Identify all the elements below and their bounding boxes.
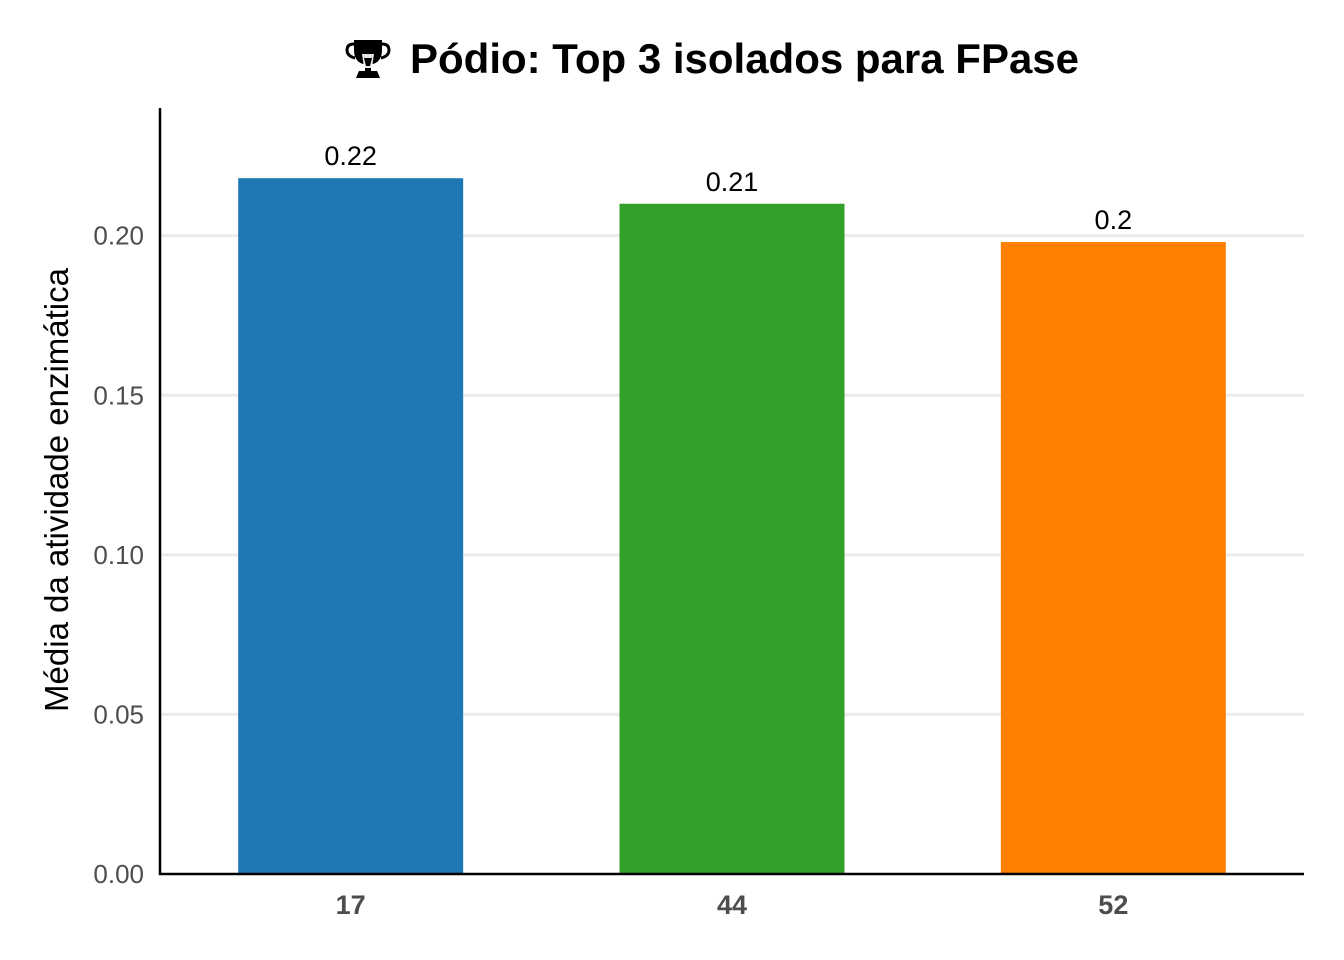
data-label-44: 0.21 [706,167,759,197]
bar-17 [238,178,464,874]
data-label-52: 0.2 [1095,205,1133,235]
bar-44 [619,203,845,874]
trophy-icon [345,40,391,78]
y-axis-label: Média da atividade enzimática [38,267,75,712]
bar-52 [1000,242,1226,875]
y-tick-label: 0.10 [93,540,144,570]
chart-title-text: Pódio: Top 3 isolados para FPase [410,35,1079,82]
y-tick-label: 0.20 [93,221,144,251]
data-labels: 0.22 0.21 0.2 [324,141,1132,235]
y-axis-ticks: 0.00 0.05 0.10 0.15 0.20 [93,221,144,889]
x-tick-label: 17 [336,890,366,920]
x-axis-ticks: 17 44 52 [336,890,1129,920]
bars [238,178,1226,875]
y-tick-label: 0.05 [93,699,144,729]
x-tick-label: 52 [1098,890,1128,920]
data-label-17: 0.22 [324,141,377,171]
y-tick-label: 0.15 [93,380,144,410]
x-tick-label: 44 [717,890,747,920]
chart-title: Pódio: Top 3 isolados para FPase [345,35,1079,82]
y-tick-label: 0.00 [93,859,144,889]
